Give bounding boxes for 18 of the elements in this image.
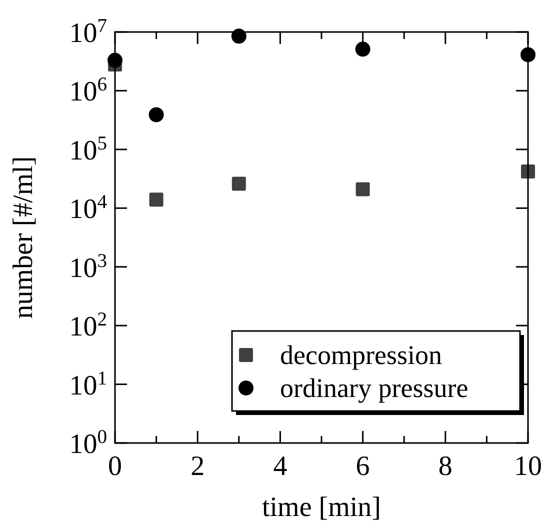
x-tick-label: 0 — [108, 451, 122, 482]
y-axis-title: number [#/ml] — [8, 156, 39, 319]
y-tick-label: 10$^{7}$ — [69, 16, 108, 49]
x-axis-title: time [min] — [262, 492, 381, 523]
y-tick-label: 10$^{3}$ — [69, 250, 108, 284]
x-tick-label: 6 — [356, 451, 370, 482]
x-tick-label: 4 — [273, 451, 288, 482]
x-tick-label: 8 — [438, 451, 452, 482]
y-tick-label: 10$^{4}$ — [69, 192, 108, 226]
x-tick-label: 2 — [190, 451, 205, 482]
y-tick-label: 10$^{0}$ — [69, 426, 108, 460]
y-tick-label: 10$^{2}$ — [69, 309, 107, 343]
x-tick-label: 10 — [514, 451, 542, 482]
legend-label: decompression — [280, 340, 442, 370]
legend-label: ordinary pressure — [280, 373, 468, 403]
y-tick-label: 10$^{5}$ — [69, 132, 108, 166]
y-tick-label: 10$^{6}$ — [69, 74, 108, 108]
y-tick-label: 10$^{1}$ — [69, 368, 107, 402]
